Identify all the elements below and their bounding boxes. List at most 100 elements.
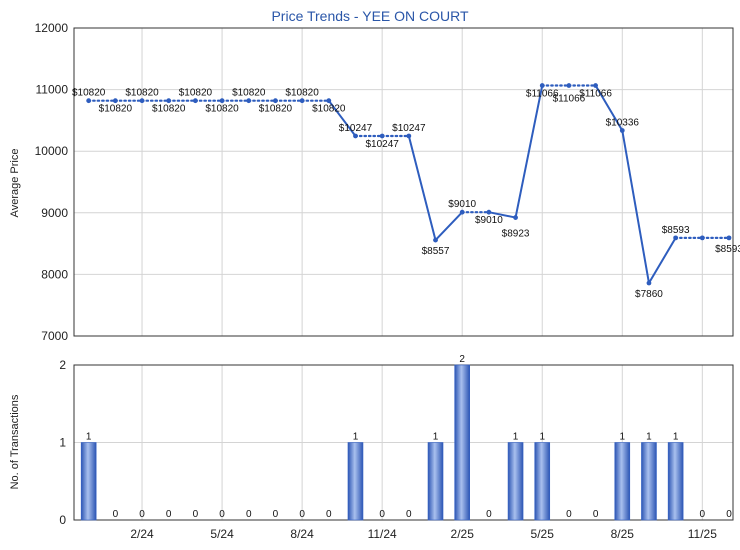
x-tick-label: 11/25 [688, 527, 717, 541]
transactions-y-tick-label: 2 [59, 358, 66, 372]
price-data-label: $8593 [662, 225, 690, 236]
price-point [673, 235, 679, 241]
price-data-label: $10247 [365, 139, 399, 150]
price-line-segment [407, 134, 437, 242]
price-data-label: $11066 [553, 94, 586, 105]
price-data-label: $10820 [232, 88, 266, 99]
transaction-count-label: 0 [593, 509, 599, 520]
price-data-label: $10820 [125, 88, 159, 99]
price-data-label: $11066 [526, 89, 559, 100]
transaction-bar [641, 442, 657, 521]
transaction-count-label: 0 [246, 509, 252, 520]
transaction-count-label: 1 [513, 432, 519, 443]
transaction-count-label: 1 [433, 432, 439, 443]
price-data-label: $10820 [205, 104, 239, 115]
price-data-label: $8593 [715, 244, 740, 255]
price-y-tick-label: 12000 [35, 21, 69, 35]
transaction-count-label: 0 [566, 509, 572, 520]
transactions-y-tick-label: 0 [59, 513, 66, 527]
price-line-segment [594, 84, 624, 132]
price-point [112, 98, 118, 104]
price-point [86, 98, 92, 104]
price-point [219, 98, 225, 104]
price-data-label: $9010 [475, 215, 503, 226]
price-point [299, 98, 305, 104]
price-point [326, 98, 332, 104]
price-data-label: $10820 [99, 104, 133, 115]
price-point [619, 128, 625, 133]
transaction-count-label: 0 [273, 509, 279, 520]
price-y-tick-label: 11000 [36, 83, 69, 97]
price-data-label: $8923 [502, 229, 530, 240]
transactions-panel: 0 1 2 2/24 5/24 8/24 11/24 2/25 5/25 8/25 11/25 1 0 0… [59, 354, 734, 541]
price-data-label: $10820 [312, 104, 346, 115]
transaction-count-label: 0 [726, 509, 732, 520]
price-data-label: $10820 [152, 104, 186, 115]
transaction-count-label: 0 [299, 509, 305, 520]
x-tick-label: 2/24 [130, 527, 154, 541]
transaction-count-label: 0 [166, 509, 172, 520]
price-line-segment [514, 84, 544, 219]
x-tick-label: 8/25 [611, 527, 635, 541]
price-data-label: $10820 [259, 104, 293, 115]
price-point [192, 98, 198, 104]
price-line-segment [327, 99, 357, 137]
transaction-count-label: 1 [539, 432, 545, 443]
price-line-segment [434, 211, 464, 242]
x-tick-label: 8/24 [290, 527, 314, 541]
price-data-label: $10247 [392, 123, 426, 134]
price-y-tick-label: 8000 [41, 267, 68, 281]
transactions-y-axis-label: No. of Transactions [9, 394, 21, 489]
price-data-label: $8557 [422, 246, 450, 257]
price-line-segment [647, 236, 677, 285]
price-point [166, 98, 172, 104]
transaction-count-label: 0 [113, 509, 119, 520]
price-point [459, 209, 465, 215]
transaction-count-label: 0 [379, 509, 385, 520]
price-point [726, 235, 732, 241]
transaction-count-label: 0 [486, 509, 492, 520]
price-y-axis-label: Average Price [9, 149, 21, 218]
price-data-label: $10820 [72, 88, 106, 99]
x-tick-label: 11/24 [368, 527, 397, 541]
transaction-count-label: 0 [193, 509, 199, 520]
transactions-y-tick-label: 1 [59, 436, 66, 450]
price-point [406, 133, 412, 139]
price-point [646, 280, 652, 286]
chart-title: Price Trends - YEE ON COURT [271, 8, 469, 24]
transaction-count-label: 1 [353, 432, 359, 443]
price-point [273, 98, 278, 104]
price-y-tick-label: 7000 [41, 329, 68, 343]
price-line-segment [621, 129, 650, 285]
price-data-label: $10820 [285, 88, 319, 99]
price-point [566, 83, 572, 88]
price-data-label: $10820 [179, 88, 213, 99]
x-tick-label: 5/24 [210, 527, 234, 541]
transaction-bar [427, 442, 444, 521]
price-point [139, 98, 145, 104]
price-line-segment [487, 211, 517, 219]
price-y-tick-label: 9000 [41, 206, 68, 220]
transaction-count-label: 0 [219, 509, 225, 520]
transaction-count-label: 1 [673, 432, 679, 443]
price-point [353, 133, 358, 139]
transaction-count-label: 1 [646, 432, 652, 443]
transaction-count-label: 1 [619, 432, 625, 443]
transaction-bar [667, 442, 684, 521]
transaction-bar [507, 442, 524, 521]
transaction-count-label: 0 [700, 509, 706, 520]
price-point [513, 215, 518, 220]
transactions-plot-frame [73, 364, 734, 521]
price-data-label: $7860 [635, 289, 663, 300]
price-point [486, 209, 492, 215]
transaction-count-label: 0 [326, 509, 332, 520]
price-y-tick-label: 10000 [35, 144, 69, 158]
price-point [433, 237, 438, 243]
price-data-label: $10247 [339, 123, 373, 134]
price-point [379, 133, 385, 139]
transaction-bar [454, 364, 470, 521]
price-panel: 7000 8000 9000 10000 11000 12000 $10820 $10820 $… [35, 21, 740, 343]
transaction-bar [347, 442, 364, 521]
